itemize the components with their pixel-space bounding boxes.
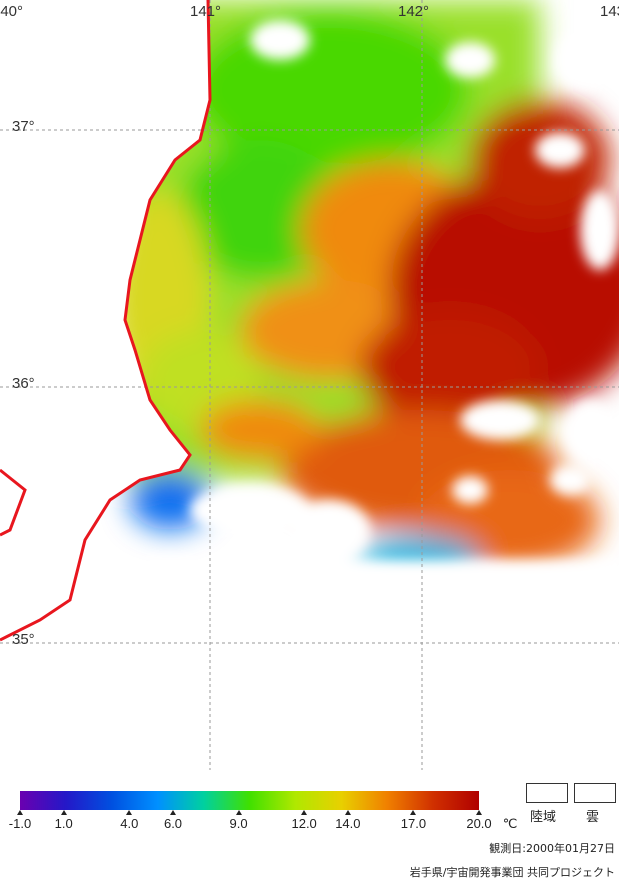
observation-date: 観測日:2000年01月27日 <box>489 842 615 855</box>
colorbar-tick-mark <box>60 810 67 815</box>
colorbar-tick-mark <box>235 810 242 815</box>
colorbar-tick-mark <box>476 810 482 815</box>
colorbar-tick-mark <box>17 810 23 815</box>
cloud-legend-swatch <box>574 783 616 803</box>
lon-label-143: 143° <box>600 3 619 20</box>
colorbar-unit: ℃ <box>502 816 518 831</box>
colorbar-tick-label: 12.0 <box>291 816 317 831</box>
coastline <box>0 0 212 642</box>
lon-label-141: 141° <box>190 3 222 20</box>
colorbar-tick-label: 9.0 <box>229 816 248 831</box>
lat-label-37: 37° <box>12 118 35 135</box>
colorbar-tick-mark <box>344 810 351 815</box>
colorbar-tick-label: 1.0 <box>54 816 73 831</box>
colorbar-tick-mark <box>301 810 308 815</box>
lon-label-142: 142° <box>398 3 430 20</box>
colorbar-tick-label: 14.0 <box>335 816 361 831</box>
lon-label-140: 140° <box>0 3 24 20</box>
lat-label-35: 35° <box>12 631 35 648</box>
graticule <box>0 0 619 770</box>
temperature-colorbar <box>20 791 479 810</box>
colorbar-tick-label: 6.0 <box>163 816 183 831</box>
colorbar-tick-mark <box>126 810 133 815</box>
credit-line: 岩手県/宇宙開発事業団 共同プロジェクト <box>409 866 615 879</box>
colorbar-tick-label: 20.0 <box>466 816 492 831</box>
colorbar-tick-mark <box>410 810 417 815</box>
cloud-legend-label: 雲 <box>586 810 600 825</box>
land-legend-swatch <box>526 783 568 803</box>
colorbar-tick-label: 17.0 <box>400 816 427 831</box>
lat-label-36: 36° <box>12 375 35 392</box>
colorbar-tick-label: -1.0 <box>8 816 32 831</box>
colorbar-tick-label: 4.0 <box>120 816 139 831</box>
land-legend-label: 陸域 <box>530 810 557 825</box>
coastline-west <box>0 468 27 537</box>
colorbar-tick-mark <box>170 810 176 815</box>
sea-surface-temperature-map <box>0 0 619 770</box>
sst-field <box>110 0 619 720</box>
